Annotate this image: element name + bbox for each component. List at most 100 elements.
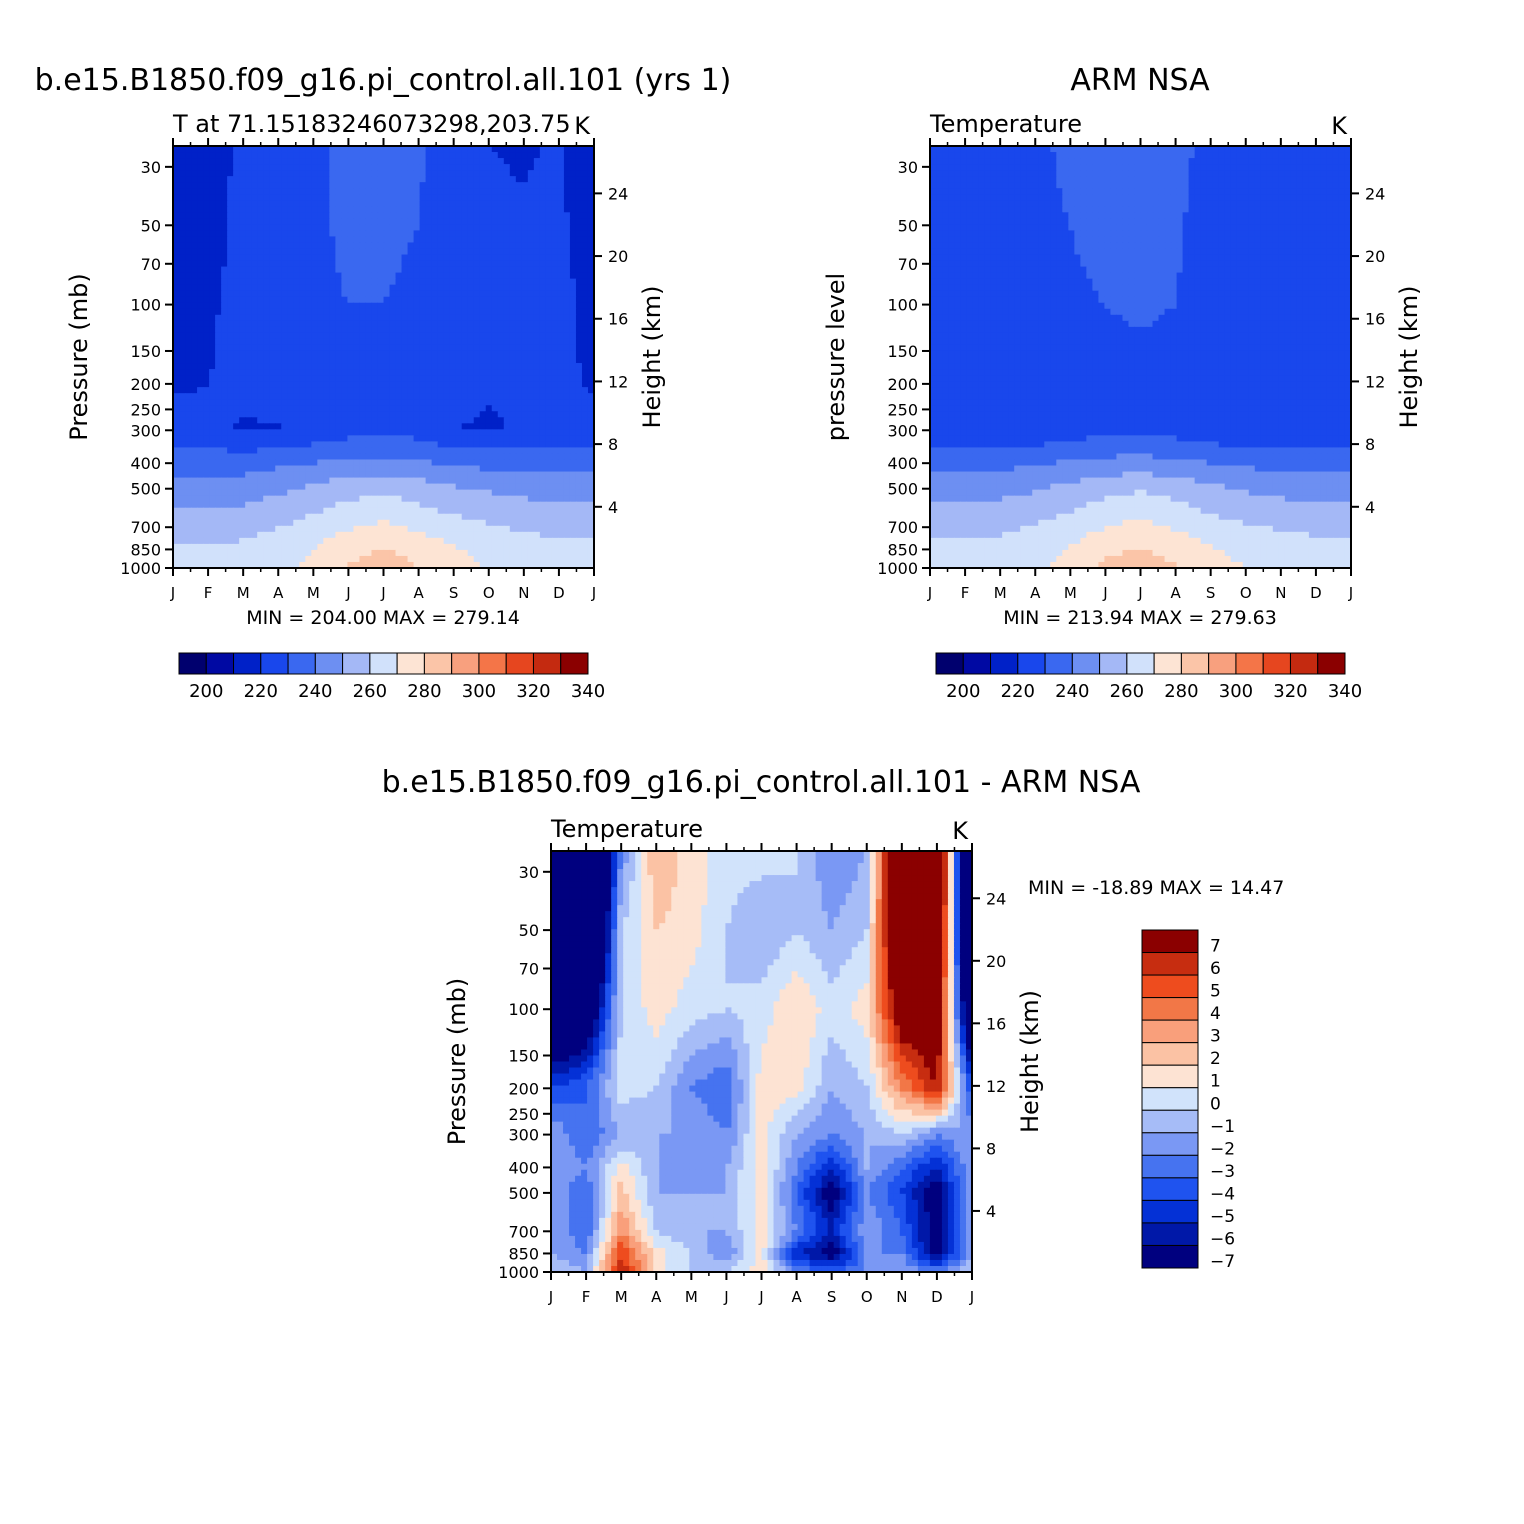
contour-cell [329,308,336,316]
contour-cell [395,399,403,406]
contour-cell [449,393,457,400]
contour-cell [269,405,276,412]
contour-cell [299,284,306,292]
contour-cell [239,495,246,503]
contour-cell [251,447,258,455]
contour-cell [383,483,391,491]
contour-cell [491,188,499,195]
contour-cell [557,290,565,298]
contour-cell [191,302,198,310]
contour-cell [257,350,264,358]
contour-cell [269,363,276,370]
contour-cell [401,519,409,527]
contour-cell [569,363,577,370]
contour-cell [239,447,246,455]
contour-cell [461,320,469,328]
contour-cell [581,308,589,316]
contour-cell [245,152,252,159]
contour-cell [527,537,535,545]
contour-cell [569,326,577,334]
contour-cell [323,483,330,491]
contour-cell [581,338,589,346]
contour-cell [365,182,373,189]
contour-cell [539,248,547,256]
contour-cell [515,495,523,503]
contour-cell [239,369,246,376]
contour-cell [179,495,186,503]
contour-cell [443,447,451,455]
contour-cell [305,375,312,382]
contour-cell [431,206,439,213]
contour-cell [341,411,349,418]
contour-cell [581,375,589,382]
contour-cell [401,531,409,539]
contour-cell [341,272,349,280]
contour-cell [221,158,228,165]
contour-cell [305,561,312,569]
contour-cell [539,272,547,280]
contour-cell [407,465,415,473]
contour-cell [323,381,330,388]
contour-cell [203,357,210,364]
contour-cell [287,236,294,244]
contour-cell [575,477,583,485]
contour-cell [185,495,192,503]
contour-cell [293,495,300,503]
contour-cell [287,357,294,364]
contour-cell [413,555,421,563]
contour-cell [407,417,415,424]
contour-cell [581,525,589,533]
contour-cell [467,357,475,364]
contour-cell [179,561,186,569]
contour-cell [491,350,499,358]
contour-cell [329,459,336,467]
contour-cell [557,537,565,545]
contour-cell [317,230,324,238]
contour-cell [503,260,511,268]
contour-cell [497,212,505,219]
contour-cell [293,302,300,310]
contour-cell [473,501,481,509]
contour-cell [323,417,330,424]
contour-cell [299,194,306,201]
contour-cell [431,320,439,328]
contour-cell [173,525,180,533]
contour-cell [395,525,403,533]
contour-cell [467,164,475,171]
contour-cell [581,507,589,515]
contour-cell [521,423,529,430]
contour-cell [419,146,427,153]
contour-cell [581,435,589,442]
contour-cell [527,176,535,183]
contour-cell [203,158,210,165]
contour-cell [215,387,222,394]
contour-cell [371,423,379,430]
contour-cell [287,549,294,557]
contour-cell [443,561,451,569]
contour-cell [197,332,204,340]
contour-cell [185,320,192,328]
contour-cell [305,555,312,563]
contour-cell [575,236,583,244]
contour-cell [299,212,306,219]
contour-cell [587,284,595,292]
contour-cell [515,332,523,340]
contour-cell [437,158,445,165]
contour-cell [245,471,252,479]
contour-cell [455,459,463,467]
contour-cell [359,212,367,219]
contour-cell [215,447,222,455]
contour-cell [569,477,577,485]
contour-cell [311,387,318,394]
contour-cell [305,338,312,346]
contour-cell [587,164,595,171]
contour-cell [479,537,487,545]
contour-cell [365,495,373,503]
contour-cell [257,381,264,388]
contour-cell [209,543,216,551]
contour-cell [521,218,529,225]
contour-cell [359,290,367,298]
contour-cell [413,278,421,286]
contour-cell [221,495,228,503]
contour-cell [227,477,234,485]
